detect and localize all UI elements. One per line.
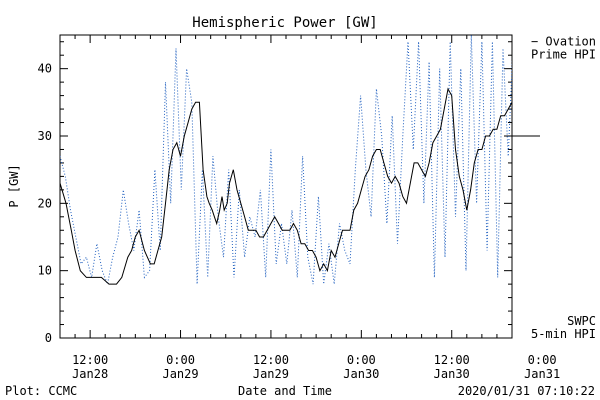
footer-credit: Plot: CCMC: [5, 384, 77, 398]
legend-ovation-label: − Ovation: [531, 35, 596, 49]
y-axis-label: P [GW]: [7, 164, 21, 207]
y-tick-label: 10: [38, 264, 52, 278]
x-tick-label-date: Jan30: [343, 367, 379, 381]
swpc-hpi-series-line: [60, 87, 512, 285]
x-tick-label-time: 12:00: [434, 353, 470, 367]
x-tick-label-date: Jan29: [253, 367, 289, 381]
plot-frame: [59, 34, 513, 339]
ovation-prime-series-line: [60, 35, 512, 286]
footer-timestamp: 2020/01/31 07:10:22: [458, 384, 595, 398]
legend-swpc-label: SWPC: [567, 314, 596, 328]
y-axis: 0 10 20 30 40: [38, 41, 512, 345]
x-tick-label-date: Jan29: [162, 367, 198, 381]
y-tick-label: 40: [38, 62, 52, 76]
x-tick-label-time: 0:00: [166, 353, 195, 367]
y-tick-label: 0: [45, 331, 52, 345]
x-tick-label-date: Jan28: [72, 367, 108, 381]
y-tick-label: 20: [38, 196, 52, 210]
x-axis-label: Date and Time: [238, 384, 332, 398]
y-tick-label: 30: [38, 129, 52, 143]
x-tick-label-date: Jan30: [434, 367, 470, 381]
x-tick-label-time: 0:00: [528, 353, 557, 367]
legend-swpc-label: 5-min HPI: [531, 327, 596, 341]
x-axis: 12:00Jan280:00Jan2912:00Jan290:00Jan3012…: [59, 35, 560, 381]
x-tick-label-date: Jan31: [524, 367, 560, 381]
x-tick-label-time: 12:00: [72, 353, 108, 367]
x-tick-label-time: 12:00: [253, 353, 289, 367]
series-layer: [60, 35, 512, 286]
chart-title: Hemispheric Power [GW]: [192, 15, 377, 31]
x-tick-label-time: 0:00: [347, 353, 376, 367]
legend-ovation-label: Prime HPI: [531, 48, 596, 62]
